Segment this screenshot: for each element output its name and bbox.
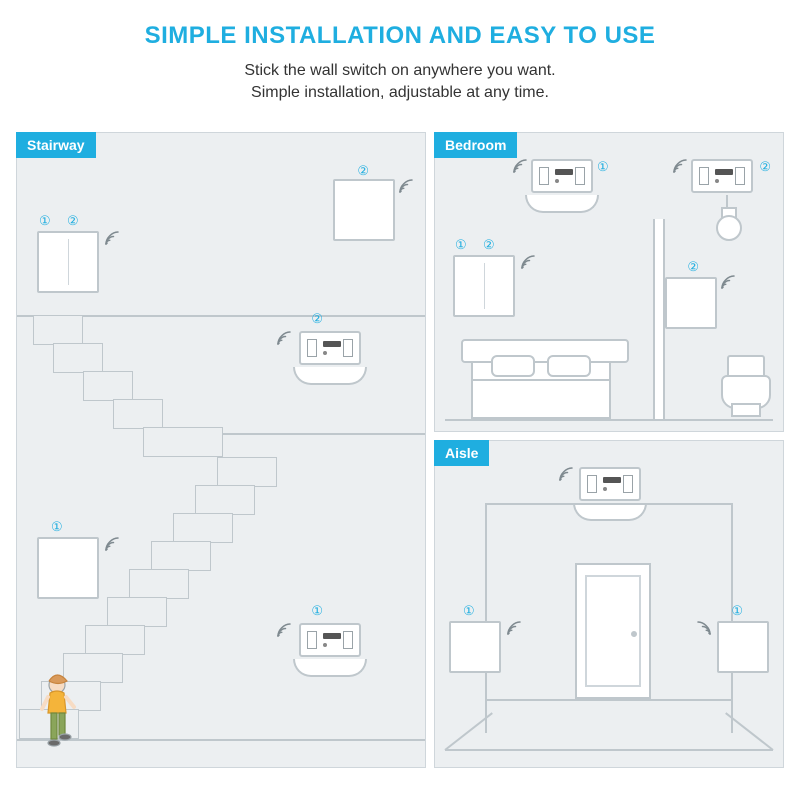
panel-bedroom: Bedroom ① ② ① ② ② [434, 132, 784, 432]
floor-line-mid [217, 433, 425, 435]
bulb-icon [713, 195, 741, 243]
wifi-icon [519, 253, 537, 271]
ceiling-light-icon [293, 659, 367, 677]
panel-aisle: Aisle ① ① [434, 440, 784, 768]
page-subtitle: Stick the wall switch on anywhere you wa… [0, 60, 800, 105]
wall-switch-single [717, 621, 769, 673]
receiver-module [531, 159, 593, 193]
marker-1: ① [51, 519, 63, 535]
wifi-icon [511, 157, 529, 175]
receiver-module [299, 623, 361, 657]
wifi-icon [103, 229, 121, 247]
door-icon [575, 563, 651, 699]
bed-icon [471, 347, 611, 419]
ceiling-line [485, 503, 733, 505]
wall-switch-single [665, 277, 717, 329]
wifi-icon [695, 619, 713, 637]
ceiling-light-icon [293, 367, 367, 385]
wifi-icon [719, 273, 737, 291]
receiver-module [691, 159, 753, 193]
wifi-icon [671, 157, 689, 175]
marker-1: ① [455, 237, 467, 253]
wifi-icon [397, 177, 415, 195]
wall-switch-double [37, 231, 99, 293]
receiver-module [299, 331, 361, 365]
floor-line-back [485, 699, 733, 701]
panel-stairway: Stairway ① ② [16, 132, 426, 768]
subtitle-line-1: Stick the wall switch on anywhere you wa… [244, 62, 555, 79]
wall-switch-single [333, 179, 395, 241]
marker-1: ① [731, 603, 743, 619]
subtitle-line-2: Simple installation, adjustable at any t… [251, 84, 549, 101]
child-icon [35, 673, 87, 759]
marker-2: ② [67, 213, 79, 229]
marker-1: ① [39, 213, 51, 229]
marker-1: ① [311, 603, 323, 619]
marker-2: ② [759, 159, 771, 175]
receiver-module [579, 467, 641, 501]
wifi-icon [103, 535, 121, 553]
marker-2: ② [311, 311, 323, 327]
panel-label-aisle: Aisle [434, 440, 489, 466]
marker-2: ② [357, 163, 369, 179]
partition-wall [653, 219, 665, 421]
ceiling-light-icon [573, 503, 647, 521]
wifi-icon [275, 329, 293, 347]
page-title: SIMPLE INSTALLATION AND EASY TO USE [0, 0, 800, 50]
wall-switch-single [37, 537, 99, 599]
wifi-icon [505, 619, 523, 637]
floor-line [445, 419, 773, 421]
wall-switch-single [449, 621, 501, 673]
marker-2: ② [483, 237, 495, 253]
panel-label-bedroom: Bedroom [434, 132, 517, 158]
infographic-root: SIMPLE INSTALLATION AND EASY TO USE Stic… [0, 0, 800, 800]
wifi-icon [557, 465, 575, 483]
marker-2: ② [687, 259, 699, 275]
floor-line [445, 749, 773, 751]
marker-1: ① [597, 159, 609, 175]
toilet-icon [721, 355, 767, 417]
marker-1: ① [463, 603, 475, 619]
ceiling-light-icon [525, 195, 599, 213]
wifi-icon [275, 621, 293, 639]
panel-label-stairway: Stairway [16, 132, 96, 158]
wall-switch-double [453, 255, 515, 317]
